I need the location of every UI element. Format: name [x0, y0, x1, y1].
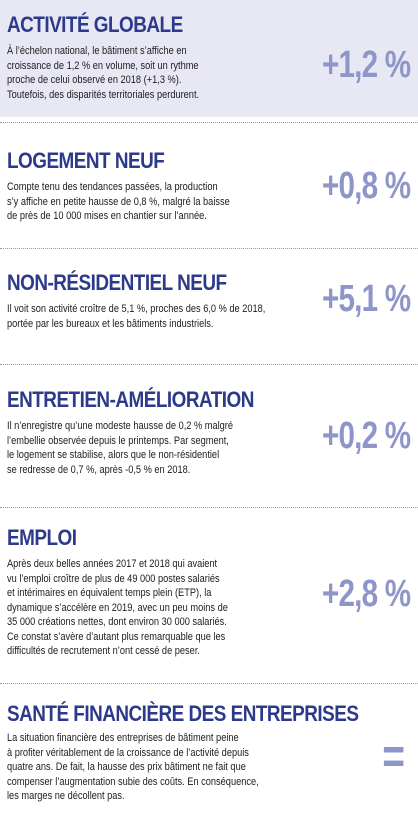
divider [0, 507, 418, 508]
section-value: +0,2 % [321, 415, 411, 457]
section-title: LOGEMENT NEUF [7, 148, 165, 173]
section-text: À l’échelon national, le bâtiment s’affi… [7, 45, 200, 101]
section-title: ENTRETIEN-AMÉLIORATION [7, 387, 254, 412]
section-text: Il n’enregistre qu’une modeste hausse de… [7, 420, 234, 476]
section-sante-financiere: SANTÉ FINANCIÈRE DES ENTREPRISES La situ… [0, 686, 418, 832]
section-non-residentiel-neuf: NON-RÉSIDENTIEL NEUF Il voit son activit… [0, 251, 418, 361]
section-value: +2,8 % [321, 573, 411, 615]
section-text: Après deux belles années 2017 et 2018 qu… [7, 558, 228, 657]
section-emploi: EMPLOI Après deux belles années 2017 et … [0, 510, 418, 680]
section-value: +5,1 % [321, 278, 411, 320]
divider [0, 248, 418, 249]
section-text: Il voit son activité croître de 5,1 %, p… [7, 303, 266, 330]
section-title: NON-RÉSIDENTIEL NEUF [7, 270, 227, 295]
section-entretien-amelioration: ENTRETIEN-AMÉLIORATION Il n’enregistre q… [0, 367, 418, 504]
divider [0, 122, 418, 123]
section-value: +1,2 % [321, 44, 411, 86]
section-activite-globale: ACTIVITÉ GLOBALE À l’échelon national, l… [0, 0, 418, 117]
section-title: EMPLOI [7, 525, 77, 550]
section-title: SANTÉ FINANCIÈRE DES ENTREPRISES [7, 701, 359, 726]
section-text: Compte tenu des tendances passées, la pr… [7, 181, 230, 222]
section-text: La situation financière des entreprises … [7, 732, 259, 802]
divider [0, 683, 418, 684]
divider [0, 364, 418, 365]
section-title: ACTIVITÉ GLOBALE [7, 12, 183, 37]
section-value: +0,8 % [321, 165, 411, 207]
section-value: = [382, 728, 405, 784]
section-logement-neuf: LOGEMENT NEUF Compte tenu des tendances … [0, 125, 418, 245]
